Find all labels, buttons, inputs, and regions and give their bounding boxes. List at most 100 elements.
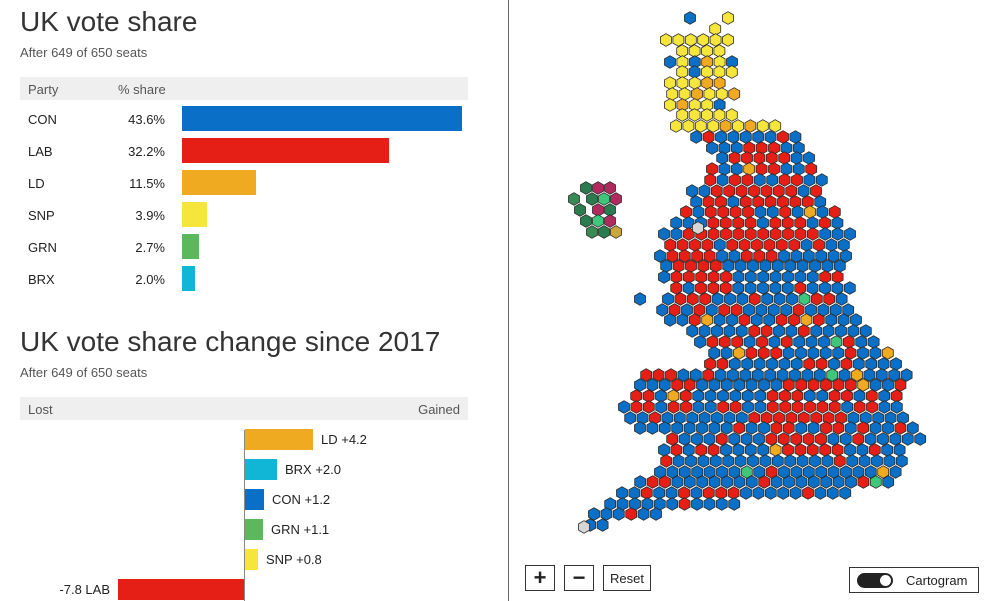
- constituency-hex[interactable]: [580, 214, 592, 228]
- constituency-hex[interactable]: [845, 475, 857, 489]
- constituency-hex[interactable]: [775, 313, 788, 327]
- constituency-hex[interactable]: [890, 357, 902, 371]
- change-bar[interactable]: [118, 579, 244, 600]
- constituency-hex[interactable]: [844, 421, 857, 435]
- constituency-hex[interactable]: [694, 335, 706, 349]
- constituency-hex[interactable]: [664, 55, 676, 69]
- constituency-hex[interactable]: [586, 192, 598, 206]
- constituency-hex[interactable]: [713, 313, 726, 327]
- constituency-hex-cartogram[interactable]: [509, 0, 988, 555]
- constituency-hex[interactable]: [763, 238, 776, 252]
- constituency-hex[interactable]: [629, 497, 641, 511]
- constituency-hex[interactable]: [666, 432, 679, 446]
- constituency-hex[interactable]: [822, 324, 835, 338]
- constituency-hex[interactable]: [634, 378, 646, 392]
- constituency-hex[interactable]: [678, 486, 690, 500]
- constituency-hex[interactable]: [827, 249, 840, 263]
- constituency-hex[interactable]: [806, 216, 819, 230]
- constituency-hex[interactable]: [666, 249, 679, 263]
- constituency-hex[interactable]: [835, 411, 847, 425]
- constituency-hex[interactable]: [864, 432, 877, 446]
- constituency-hex[interactable]: [612, 507, 625, 521]
- constituency-hex[interactable]: [766, 357, 778, 371]
- constituency-hex[interactable]: [698, 184, 711, 198]
- constituency-hex[interactable]: [722, 11, 734, 25]
- constituency-hex[interactable]: [697, 259, 710, 273]
- constituency-hex[interactable]: [721, 475, 733, 489]
- constituency-hex[interactable]: [706, 162, 718, 176]
- constituency-hex[interactable]: [720, 227, 732, 241]
- constituency-hex[interactable]: [802, 465, 815, 479]
- constituency-hex[interactable]: [803, 151, 815, 165]
- constituency-hex[interactable]: [642, 400, 655, 414]
- constituency-hex[interactable]: [856, 443, 869, 457]
- constituency-hex[interactable]: [830, 335, 843, 349]
- constituency-hex[interactable]: [858, 454, 871, 468]
- constituency-hex[interactable]: [628, 486, 641, 500]
- constituency-hex[interactable]: [832, 421, 845, 435]
- constituency-hex[interactable]: [757, 443, 770, 457]
- constituency-hex[interactable]: [781, 216, 794, 230]
- constituency-hex[interactable]: [707, 227, 720, 241]
- constituency-hex[interactable]: [748, 411, 761, 425]
- constituency-hex[interactable]: [780, 162, 793, 176]
- constituency-hex[interactable]: [653, 497, 666, 511]
- constituency-hex[interactable]: [833, 454, 846, 468]
- constituency-hex[interactable]: [670, 443, 683, 457]
- constituency-hex[interactable]: [665, 368, 677, 382]
- constituency-hex[interactable]: [810, 292, 823, 306]
- constituency-hex[interactable]: [806, 281, 819, 295]
- constituency-hex[interactable]: [641, 497, 654, 511]
- constituency-hex[interactable]: [733, 475, 746, 489]
- constituency-hex[interactable]: [829, 303, 842, 317]
- constituency-hex[interactable]: [685, 259, 697, 273]
- constituency-hex[interactable]: [723, 324, 736, 338]
- constituency-hex[interactable]: [883, 454, 896, 468]
- constituency-hex[interactable]: [745, 378, 758, 392]
- constituency-hex[interactable]: [853, 389, 866, 403]
- constituency-hex[interactable]: [815, 432, 827, 446]
- constituency-hex[interactable]: [777, 432, 790, 446]
- constituency-hex[interactable]: [738, 238, 751, 252]
- constituency-hex[interactable]: [753, 173, 766, 187]
- constituency-hex[interactable]: [618, 400, 630, 414]
- constituency-hex[interactable]: [798, 292, 811, 306]
- constituency-hex[interactable]: [881, 346, 894, 360]
- constituency-hex[interactable]: [636, 411, 649, 425]
- constituency-hex[interactable]: [847, 411, 860, 425]
- constituency-hex[interactable]: [682, 119, 695, 133]
- constituency-hex[interactable]: [604, 497, 617, 511]
- constituency-hex[interactable]: [843, 281, 856, 295]
- constituency-hex[interactable]: [889, 465, 902, 479]
- constituency-hex[interactable]: [659, 475, 671, 489]
- constituency-hex[interactable]: [692, 205, 705, 219]
- constituency-hex[interactable]: [764, 368, 777, 382]
- constituency-hex[interactable]: [653, 486, 666, 500]
- constituency-hex[interactable]: [841, 400, 854, 414]
- constituency-hex[interactable]: [759, 259, 772, 273]
- constituency-hex[interactable]: [881, 443, 894, 457]
- constituency-hex[interactable]: [859, 411, 872, 425]
- constituency-hex[interactable]: [727, 195, 740, 209]
- constituency-hex[interactable]: [688, 44, 701, 58]
- constituency-hex[interactable]: [893, 443, 906, 457]
- constituency-hex[interactable]: [782, 443, 794, 457]
- constituency-hex[interactable]: [646, 421, 659, 435]
- constituency-hex[interactable]: [729, 205, 742, 219]
- constituency-hex[interactable]: [792, 303, 805, 317]
- constituency-hex[interactable]: [744, 270, 757, 284]
- constituency-hex[interactable]: [610, 192, 622, 206]
- constituency-hex[interactable]: [735, 184, 748, 198]
- constituency-hex[interactable]: [802, 432, 815, 446]
- constituency-hex[interactable]: [604, 214, 616, 228]
- constituency-hex[interactable]: [713, 238, 726, 252]
- constituency-hex[interactable]: [665, 486, 678, 500]
- constituency-hex[interactable]: [728, 497, 741, 511]
- constituency-hex[interactable]: [785, 411, 798, 425]
- constituency-hex[interactable]: [716, 151, 729, 165]
- constituency-hex[interactable]: [702, 195, 715, 209]
- constituency-hex[interactable]: [704, 389, 717, 403]
- constituency-hex[interactable]: [689, 238, 701, 252]
- constituency-hex[interactable]: [777, 486, 790, 500]
- constituency-hex[interactable]: [586, 225, 598, 239]
